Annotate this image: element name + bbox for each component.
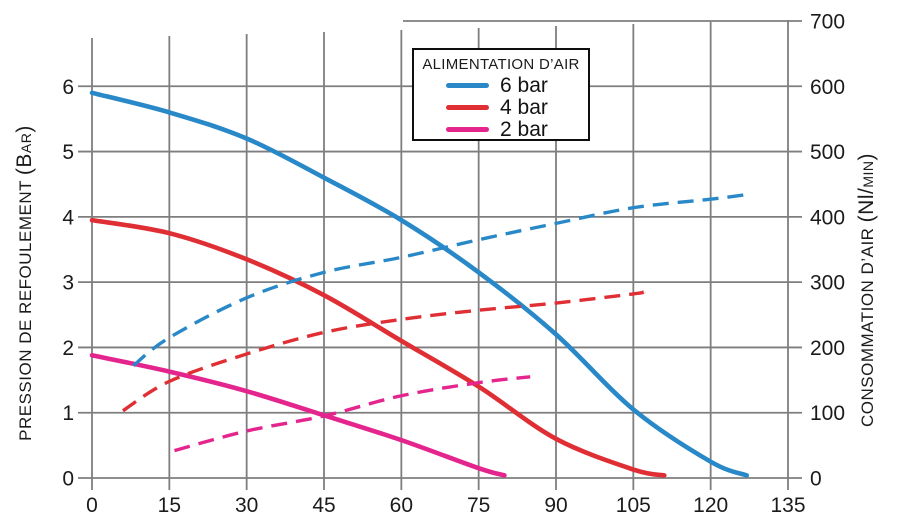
svg-text:0: 0 [62, 468, 74, 491]
svg-text:15: 15 [158, 494, 181, 517]
x-tick-labels: 0 15 30 45 60 75 90 105 120 135 [86, 494, 805, 517]
svg-text:3: 3 [62, 272, 74, 295]
svg-text:0: 0 [86, 494, 98, 517]
svg-text:4: 4 [62, 206, 74, 229]
legend-label-6bar: 6 bar [500, 74, 548, 97]
legend-label-4bar: 4 bar [500, 96, 548, 119]
legend-item-6bar: 6 bar [446, 75, 556, 96]
legend-line-swatch-2bar [446, 127, 489, 132]
svg-text:0: 0 [810, 468, 822, 491]
svg-text:100: 100 [810, 402, 845, 425]
y-left-axis-title: PRESSION DE REFOULEMENT (BAR) [13, 125, 36, 441]
series-2-bar-pression [89, 352, 507, 478]
legend-line-swatch-4bar [446, 105, 489, 110]
svg-text:400: 400 [810, 206, 845, 229]
svg-text:30: 30 [235, 494, 258, 517]
svg-text:45: 45 [312, 494, 335, 517]
svg-text:75: 75 [467, 494, 490, 517]
svg-text:200: 200 [810, 337, 845, 360]
series-4-bar-consommation [122, 290, 646, 413]
svg-text:300: 300 [810, 272, 845, 295]
svg-text:60: 60 [390, 494, 413, 517]
y-left-tick-labels: 0 1 2 3 4 5 6 [62, 76, 74, 491]
series-6-bar-consommation [132, 192, 747, 368]
series-6-bar-pression [89, 90, 750, 478]
legend-title: ALIMENTATION D’AIR [422, 56, 580, 73]
svg-text:105: 105 [616, 494, 651, 517]
legend-line-swatch-6bar [446, 83, 489, 88]
svg-text:135: 135 [770, 494, 805, 517]
legend-item-4bar: 4 bar [446, 97, 556, 118]
legend-box: ALIMENTATION D’AIR 6 bar 4 bar 2 bar [412, 48, 590, 141]
svg-text:600: 600 [810, 76, 845, 99]
svg-text:1: 1 [62, 402, 74, 425]
svg-text:700: 700 [810, 11, 845, 34]
series-2-bar-consommation [174, 375, 531, 453]
svg-text:90: 90 [544, 494, 567, 517]
svg-text:5: 5 [62, 141, 74, 164]
svg-text:500: 500 [810, 141, 845, 164]
y-right-tick-labels: 0 100 200 300 400 500 600 700 [810, 11, 845, 491]
svg-text:120: 120 [693, 494, 728, 517]
legend-label-2bar: 2 bar [500, 118, 548, 141]
svg-text:2: 2 [62, 337, 74, 360]
legend-item-2bar: 2 bar [446, 119, 556, 140]
svg-text:6: 6 [62, 76, 74, 99]
series-4-bar-pression [89, 217, 667, 478]
y-right-axis-title: CONSOMMATION D’AIR (Nl/MIN) [855, 153, 878, 427]
